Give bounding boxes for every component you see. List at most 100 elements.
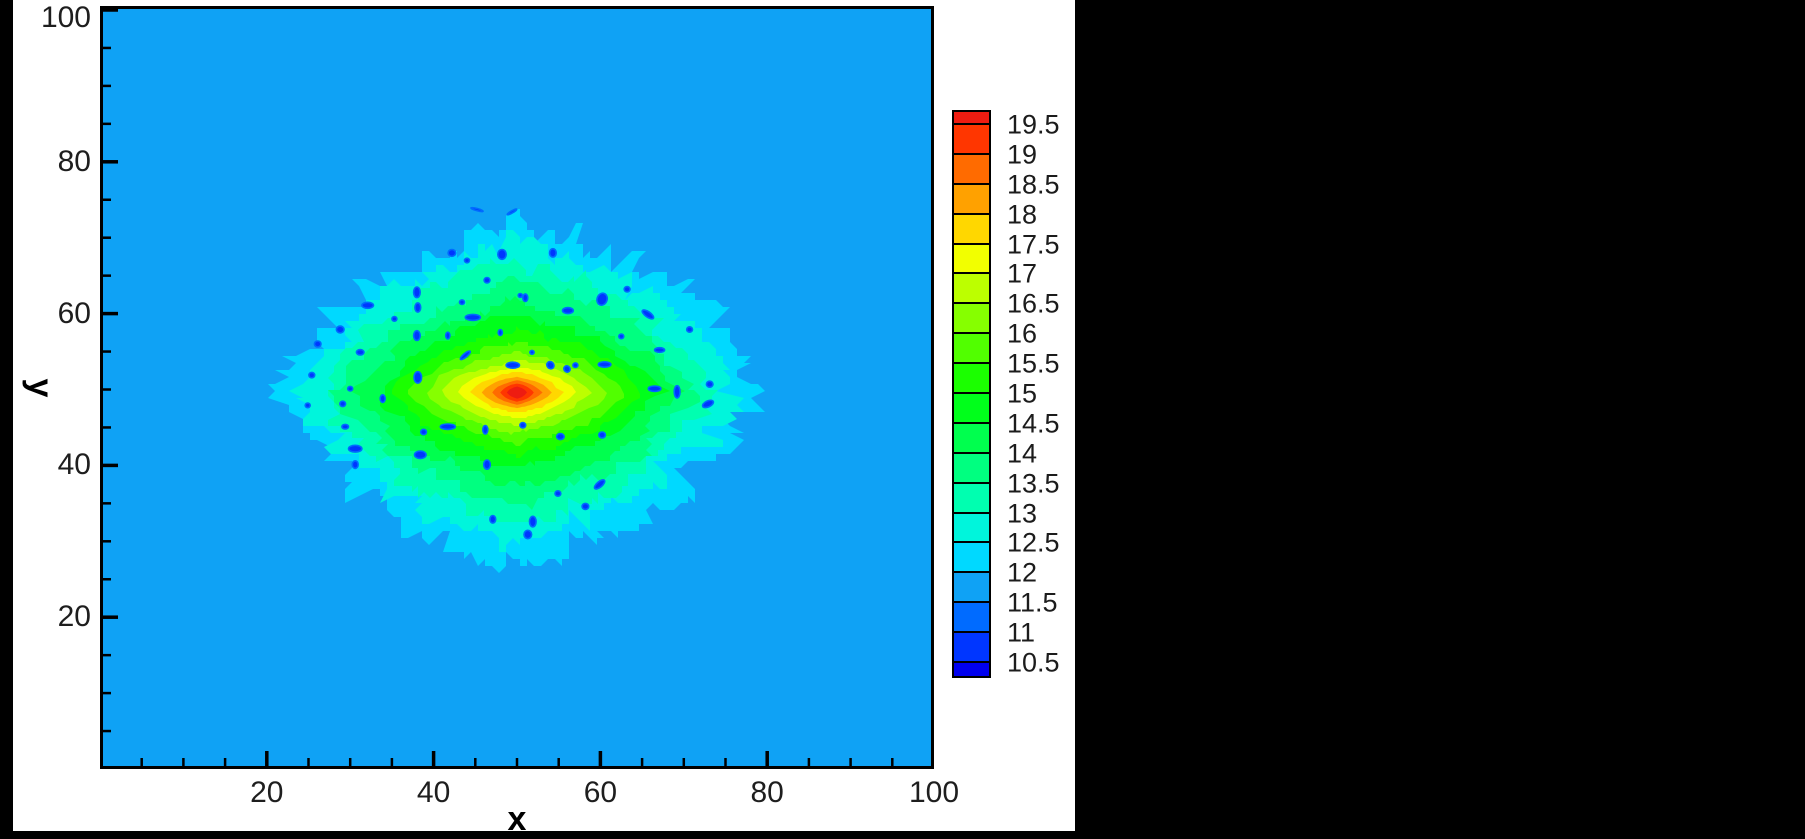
colorbar-label: 13.5 <box>1007 468 1060 499</box>
noise-speckle <box>412 329 422 342</box>
axis-tick <box>807 758 811 769</box>
noise-speckle <box>341 423 350 430</box>
x-axis-title: x <box>507 800 527 838</box>
colorbar-box <box>952 212 991 245</box>
noise-speckle <box>623 285 631 293</box>
colorbar-label: 13 <box>1007 498 1038 529</box>
axis-tick <box>765 751 769 769</box>
noise-speckle <box>444 331 451 340</box>
axis-tick <box>640 758 644 769</box>
noise-speckle <box>647 385 662 393</box>
axis-tick <box>390 758 394 769</box>
noise-speckle <box>419 428 428 436</box>
noise-speckle <box>459 350 472 361</box>
axis-tick <box>348 758 352 769</box>
axis-tick <box>515 758 519 769</box>
axis-tick <box>100 463 118 468</box>
noise-speckle <box>496 248 507 261</box>
plot-area <box>100 6 934 769</box>
noise-speckle <box>596 292 609 306</box>
colorbar-box <box>952 362 991 394</box>
y-tick-label: 80 <box>57 144 91 178</box>
noise-speckle <box>483 276 491 284</box>
contour-band <box>506 386 527 399</box>
noise-speckle <box>581 502 590 511</box>
colorbar-box <box>952 123 991 155</box>
colorbar-box <box>952 332 991 365</box>
noise-speckle <box>521 293 529 303</box>
noise-speckle <box>548 247 558 258</box>
noise-speckle <box>347 444 363 453</box>
noise-speckle <box>653 346 666 354</box>
noise-speckle <box>355 348 365 356</box>
noise-speckle <box>439 423 457 431</box>
axis-tick <box>100 426 111 429</box>
noise-speckle <box>505 361 521 370</box>
axis-tick <box>557 758 560 769</box>
noise-speckle <box>489 514 497 524</box>
colorbar-label: 19.5 <box>1007 109 1060 140</box>
noise-speckle <box>523 529 533 540</box>
noise-speckle <box>464 313 482 322</box>
axis-tick <box>100 311 118 316</box>
colorbar-box <box>952 272 991 305</box>
axis-tick <box>100 122 111 126</box>
axis-tick <box>100 274 111 277</box>
noise-speckle <box>554 489 562 497</box>
noise-speckle <box>335 325 345 334</box>
noise-speckle <box>379 394 387 404</box>
noise-speckle <box>414 302 422 313</box>
colorbar-box <box>952 242 991 275</box>
noise-speckle <box>528 515 537 528</box>
axis-tick <box>140 758 143 769</box>
x-tick-label: 60 <box>583 776 618 809</box>
noise-speckle <box>361 301 375 310</box>
y-tick-label: 60 <box>57 296 91 330</box>
axis-tick <box>100 729 111 733</box>
axis-tick <box>182 758 185 769</box>
colorbar-label: 19 <box>1007 139 1038 170</box>
colorbar-label: 18.5 <box>1007 169 1060 200</box>
colorbar-label: 14 <box>1007 438 1038 469</box>
noise-speckle <box>685 325 694 333</box>
noise-speckle <box>413 370 423 384</box>
axis-tick <box>100 198 111 201</box>
colorbar-label: 17 <box>1007 258 1038 289</box>
noise-speckle <box>470 206 484 213</box>
axis-tick <box>223 758 227 769</box>
colorbar-label: 15.5 <box>1007 348 1060 379</box>
noise-speckle <box>563 365 571 373</box>
colorbar-box <box>952 481 991 514</box>
colorbar-label: 10.5 <box>1007 647 1060 678</box>
noise-speckle <box>339 400 347 408</box>
y-tick-label: 100 <box>40 1 91 34</box>
colorbar-label: 15 <box>1007 378 1038 409</box>
noise-speckle <box>391 315 398 323</box>
noise-speckle <box>481 424 489 435</box>
noise-speckle <box>529 349 535 355</box>
axis-tick <box>849 758 852 769</box>
noise-speckle <box>561 306 575 315</box>
colorbar-box <box>952 421 991 454</box>
axis-tick <box>598 751 603 769</box>
colorbar-box <box>952 302 991 335</box>
noise-speckle <box>412 286 422 299</box>
noise-speckle <box>705 380 714 389</box>
noise-speckle <box>598 431 607 439</box>
axis-tick <box>724 758 727 769</box>
plot-border <box>100 6 934 769</box>
x-tick-label: 100 <box>908 776 960 809</box>
colorbar-label: 18 <box>1007 199 1038 230</box>
colorbar-box <box>952 152 991 185</box>
colorbar-label: 17.5 <box>1007 229 1060 260</box>
noise-speckle <box>593 479 606 490</box>
noise-speckle <box>413 450 427 460</box>
colorbar-label: 16.5 <box>1007 288 1060 319</box>
axis-tick <box>265 751 269 769</box>
colorbar-box <box>952 631 991 663</box>
colorbar-box <box>952 571 991 604</box>
axis-tick <box>100 540 111 543</box>
axis-tick <box>100 350 111 353</box>
axis-tick <box>100 8 118 12</box>
axis-tick <box>100 236 111 239</box>
